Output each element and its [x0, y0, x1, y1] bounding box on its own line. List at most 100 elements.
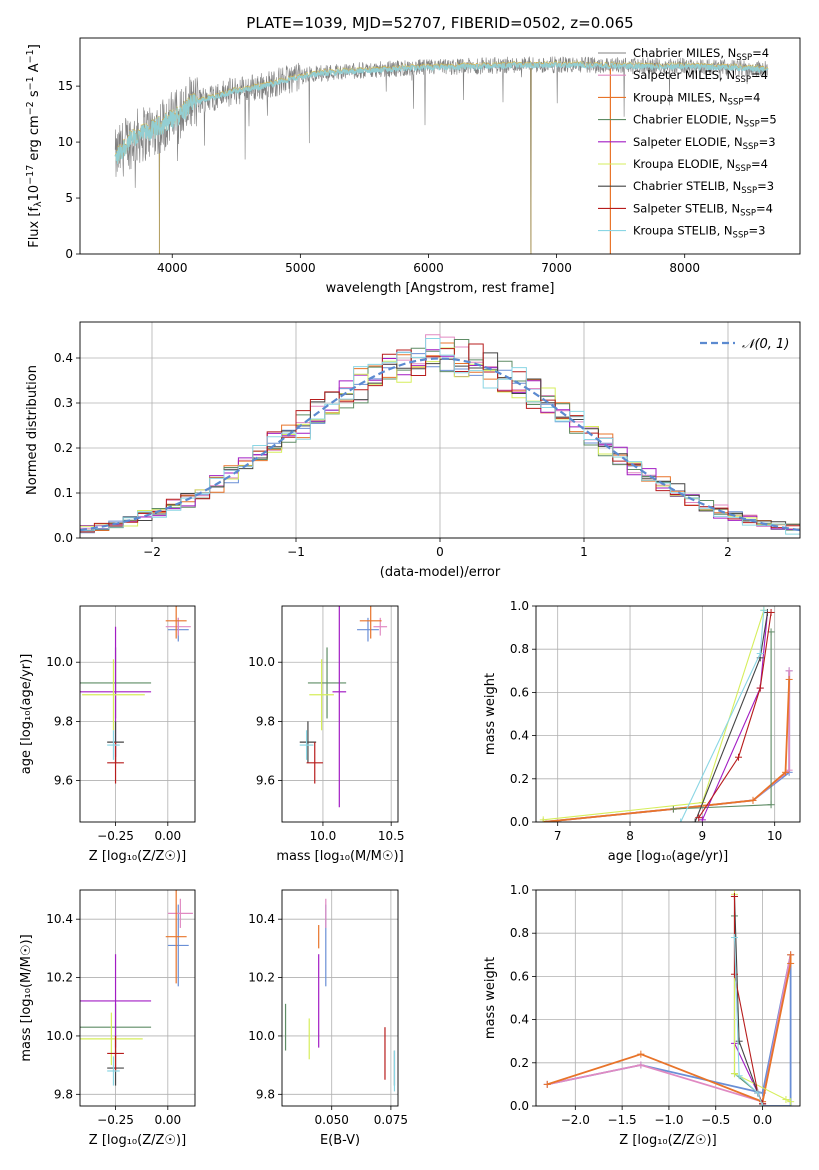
spectrum-ylabel-part: −2 [25, 101, 36, 115]
legend-sub: SSP [736, 53, 752, 63]
mass_vs_z-plot-area [80, 890, 193, 1086]
figure-title: PLATE=1039, MJD=52707, FIBERID=0502, z=0… [246, 14, 633, 32]
cum_mass_weight_z-xlabel: Z [log₁₀(Z/Z☉)] [619, 1133, 716, 1148]
legend-value: =4 [743, 90, 760, 104]
age_vs_mass-ytick-label: 9.6 [256, 774, 275, 788]
cum_mass_weight_age-ytick-label: 0.0 [510, 815, 529, 829]
cum_mass_weight_z-xtick-label: 0.0 [753, 1113, 772, 1127]
spectrum-data-line [114, 56, 768, 253]
cum_mass_weight_z-xtick-label: −1.0 [654, 1113, 683, 1127]
residuals-ytick-label: 0.2 [54, 441, 73, 455]
spectrum-ytick-label: 15 [58, 79, 73, 93]
cum_mass_weight_age-axes: 7 8 9 10 0.0 0.2 0.4 0.6 0.8 1.0 [510, 599, 800, 843]
legend-entry: Kroupa STELIB, NSSP=3 [633, 224, 765, 241]
legend-value: =4 [756, 201, 773, 215]
residuals-xtick-label: −2 [143, 545, 161, 559]
cum_mass_weight_age-ylabel: mass weight [483, 673, 498, 755]
cum_mass_weight_z-xtick-label: −2.0 [561, 1113, 590, 1127]
legend-text: Kroupa MILES, N [633, 90, 728, 104]
spectrum-ylabel-part: Flux [f [27, 207, 42, 248]
residuals-ylabel: Normed distribution [25, 365, 40, 495]
spectrum-ylabel: Flux [fλ10−17 erg cm−2 s−1 A−1] [25, 44, 44, 248]
mass_vs_z-ylabel: mass [log₁₀(M/M☉)] [19, 934, 34, 1061]
residuals-xtick-label: 0 [436, 545, 444, 559]
legend-text: Chabrier ELODIE, N [633, 113, 744, 127]
age_vs_z-frame [79, 605, 196, 823]
cum_mass_weight_age-ytick-label: 0.2 [510, 772, 529, 786]
spectrum-ylabel-part: A [27, 63, 42, 76]
age_vs_mass-plot-area [299, 606, 388, 808]
residuals-frame [79, 321, 801, 539]
cum_mass_weight_z-ytick-label: 0.0 [510, 1099, 529, 1113]
cum_mass_weight_z-xtick-label: −1.5 [608, 1113, 637, 1127]
mass-weight-line [701, 612, 769, 821]
spectrum-ylabel-part: −1 [25, 76, 36, 90]
legend-entry: Chabrier STELIB, NSSP=3 [633, 179, 774, 196]
mass-weight-line [543, 670, 791, 822]
cum_mass_weight_z-axes: −2.0 −1.5 −1.0 −0.5 0.0 0.0 0.2 0.4 0.6 0.8 1.0 [510, 883, 800, 1127]
spectrum-ytick-label: 10 [58, 135, 73, 149]
age_vs_mass-xlabel: mass [log₁₀(M/M☉)] [276, 849, 403, 864]
age_vs_z-ylabel: age [log₁₀(age/yr)] [19, 654, 34, 775]
legend-text: Chabrier MILES, N [633, 46, 736, 60]
legend-entry: Salpeter MILES, NSSP=4 [633, 68, 768, 85]
mass_vs_ebv-xtick-label: 0.075 [374, 1113, 408, 1127]
spectrum-ylabel-part: 10 [27, 185, 42, 202]
cum_mass_weight_z-ylabel: mass weight [483, 957, 498, 1039]
spectrum-xtick-label: 4000 [157, 261, 188, 275]
legend-value: =3 [757, 179, 774, 193]
residual-histogram [80, 334, 800, 531]
spectrum-xtick-label: 6000 [413, 261, 444, 275]
cum_mass_weight_z-ytick-label: 0.6 [510, 969, 529, 983]
legend-sub: SSP [735, 164, 751, 174]
cum_mass_weight_age-ytick-label: 0.6 [510, 685, 529, 699]
legend-value: =4 [751, 157, 768, 171]
mass_vs_z-xtick-label: 0.00 [154, 1113, 181, 1127]
cum_mass_weight_z-ytick-label: 0.4 [510, 1013, 529, 1027]
residuals-xtick-label: 1 [580, 545, 588, 559]
legend-text: Chabrier STELIB, N [633, 179, 741, 193]
age_vs_z-ytick-label: 9.8 [54, 714, 73, 728]
mass-weight-line [543, 670, 791, 822]
mass_vs_ebv-ytick-label: 9.8 [256, 1087, 275, 1101]
age_vs_z-xlabel: Z [log₁₀(Z/Z☉)] [89, 849, 186, 864]
mass_vs_z-axes: −0.25 0.00 9.8 10.0 10.2 10.4 [46, 890, 195, 1127]
legend-entry: Chabrier ELODIE, NSSP=5 [633, 113, 777, 130]
mass_vs_ebv-ytick-label: 10.2 [248, 971, 275, 985]
mass_vs_z-ytick-label: 9.8 [54, 1087, 73, 1101]
legend-entry: Kroupa MILES, NSSP=4 [633, 90, 760, 107]
mass_vs_z-ytick-label: 10.0 [46, 1029, 73, 1043]
cum_mass_weight_age-xtick-label: 10 [767, 829, 782, 843]
mass_vs_z-xtick-label: −0.25 [97, 1113, 134, 1127]
legend-value: =5 [760, 113, 777, 127]
cum_mass_weight_age-xtick-label: 9 [699, 829, 707, 843]
age_vs_mass-frame [281, 605, 399, 823]
mass_vs_z-xlabel: Z [log₁₀(Z/Z☉)] [89, 1133, 186, 1148]
mass_vs_z-frame [79, 889, 196, 1107]
spectrum-ytick-label: 5 [65, 191, 73, 205]
cum_mass_weight_z-xtick-label: −0.5 [701, 1113, 730, 1127]
mass_vs_z-ytick-label: 10.2 [46, 971, 73, 985]
cum_mass_weight_z-ytick-label: 1.0 [510, 883, 529, 897]
gaussian-curve [80, 357, 800, 532]
spectrum-xtick-label: 7000 [541, 261, 572, 275]
mass_vs_z-ytick-label: 10.4 [46, 912, 73, 926]
cum_mass_weight_age-plot-area [539, 606, 793, 822]
age_vs_z-plot-area [80, 606, 191, 784]
legend-value: =3 [759, 135, 776, 149]
legend-entry: Kroupa ELODIE, NSSP=4 [633, 157, 768, 174]
mass-weight-line [698, 612, 772, 819]
gaussian-legend-label: 𝒩(0, 1) [742, 337, 789, 352]
legend-sub: SSP [735, 75, 751, 85]
age_vs_z-xtick-label: 0.00 [154, 829, 181, 843]
cum_mass_weight_z-ytick-label: 0.8 [510, 926, 529, 940]
age_vs_z-xtick-label: −0.25 [97, 829, 134, 843]
age_vs_z-axes: −0.25 0.00 9.6 9.8 10.0 [46, 606, 195, 843]
age_vs_mass-xtick-label: 10.5 [378, 829, 405, 843]
spectrum-frame [79, 37, 801, 255]
spectrum-ylabel-part: s [27, 90, 42, 101]
spectrum-ylabel-part: −1 [25, 49, 36, 63]
residuals-xtick-label: −1 [287, 545, 305, 559]
